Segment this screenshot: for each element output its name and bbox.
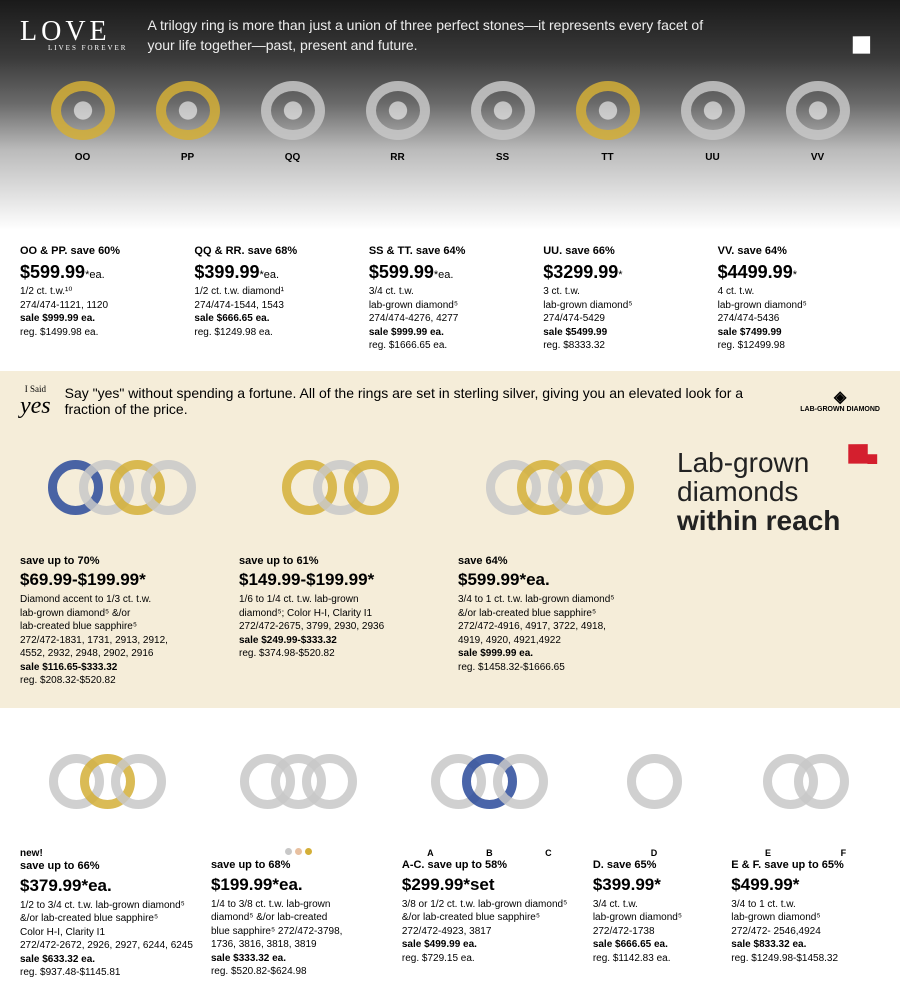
ring-image [211, 722, 386, 842]
variant-label: E [731, 848, 804, 858]
product-col: save 64%$599.99*ea.3/4 to 1 ct. t.w. lab… [458, 428, 661, 675]
ring-label: OO [30, 152, 135, 163]
hero-ring-row: OO PP QQ RR SS TT UU VV [20, 73, 880, 163]
feature-headline: ◆◆ Lab-growndiamondswithin reach [677, 428, 880, 536]
ring-image [20, 428, 223, 548]
ring-label: QQ [240, 152, 345, 163]
product-col: new! save up to 66%$379.99*ea.1/2 to 3/4… [20, 722, 195, 980]
variant-label: F [807, 848, 880, 858]
product-col: save up to 68%$199.99*ea.1/4 to 3/8 ct. … [211, 722, 386, 980]
variant-label: D [593, 848, 715, 858]
product-col: save up to 70%$69.99-$199.99*Diamond acc… [20, 428, 223, 688]
yes-logo: I Said yes [20, 385, 51, 418]
ring-label: PP [135, 152, 240, 163]
product-col: save up to 61%$149.99-$199.99*1/6 to 1/4… [239, 428, 442, 661]
logo-subtitle: LIVES FOREVER [48, 44, 127, 52]
ring-label: TT [555, 152, 660, 163]
new-badge: new! [20, 848, 195, 859]
price-box: QQ & RR. save 68%$399.99*ea.1/2 ct. t.w.… [194, 244, 356, 353]
variant-label: A [402, 848, 459, 858]
price-row-1: OO & PP. save 60%$599.99*ea.1/2 ct. t.w.… [0, 230, 900, 371]
ring-image [239, 428, 442, 548]
bottom-row: new! save up to 66%$379.99*ea.1/2 to 3/4… [0, 708, 900, 1000]
hero-tagline: A trilogy ring is more than just a union… [147, 16, 707, 55]
price-box: VV. save 64%$4499.99*4 ct. t.w.lab-grown… [718, 244, 880, 353]
ring-image [593, 722, 715, 842]
ring-image [731, 722, 880, 842]
ring-image [458, 428, 661, 548]
love-logo: LOVE LIVES FOREVER [20, 16, 127, 52]
price-box: OO & PP. save 60%$599.99*ea.1/2 ct. t.w.… [20, 244, 182, 353]
price-box: UU. save 66%$3299.99*3 ct. t.w.lab-grown… [543, 244, 705, 353]
ring-label: SS [450, 152, 555, 163]
variant-label: B [461, 848, 518, 858]
lab-grown-badge: ◈LAB-GROWN DIAMOND [800, 389, 880, 414]
ring-label: UU [660, 152, 765, 163]
price-box: SS & TT. save 64%$599.99*ea.3/4 ct. t.w.… [369, 244, 531, 353]
product-col: D D. save 65%$399.99*3/4 ct. t.w.lab-gro… [593, 722, 715, 980]
ring-image [402, 722, 577, 842]
product-col: EF E & F. save up to 65%$499.99*3/4 to 1… [731, 722, 880, 980]
yes-tagline: Say "yes" without spending a fortune. Al… [65, 385, 787, 417]
product-col: ABC A-C. save up to 58%$299.99*set3/8 or… [402, 722, 577, 980]
color-dots [211, 848, 386, 855]
yes-section: I Said yes Say "yes" without spending a … [0, 371, 900, 708]
variant-label: C [520, 848, 577, 858]
ring-image [20, 722, 195, 842]
ring-label: RR [345, 152, 450, 163]
ring-label: VV [765, 152, 870, 163]
diamond-icon: ◈ [800, 389, 880, 407]
hero-banner: LOVE LIVES FOREVER A trilogy ring is mor… [0, 0, 900, 230]
